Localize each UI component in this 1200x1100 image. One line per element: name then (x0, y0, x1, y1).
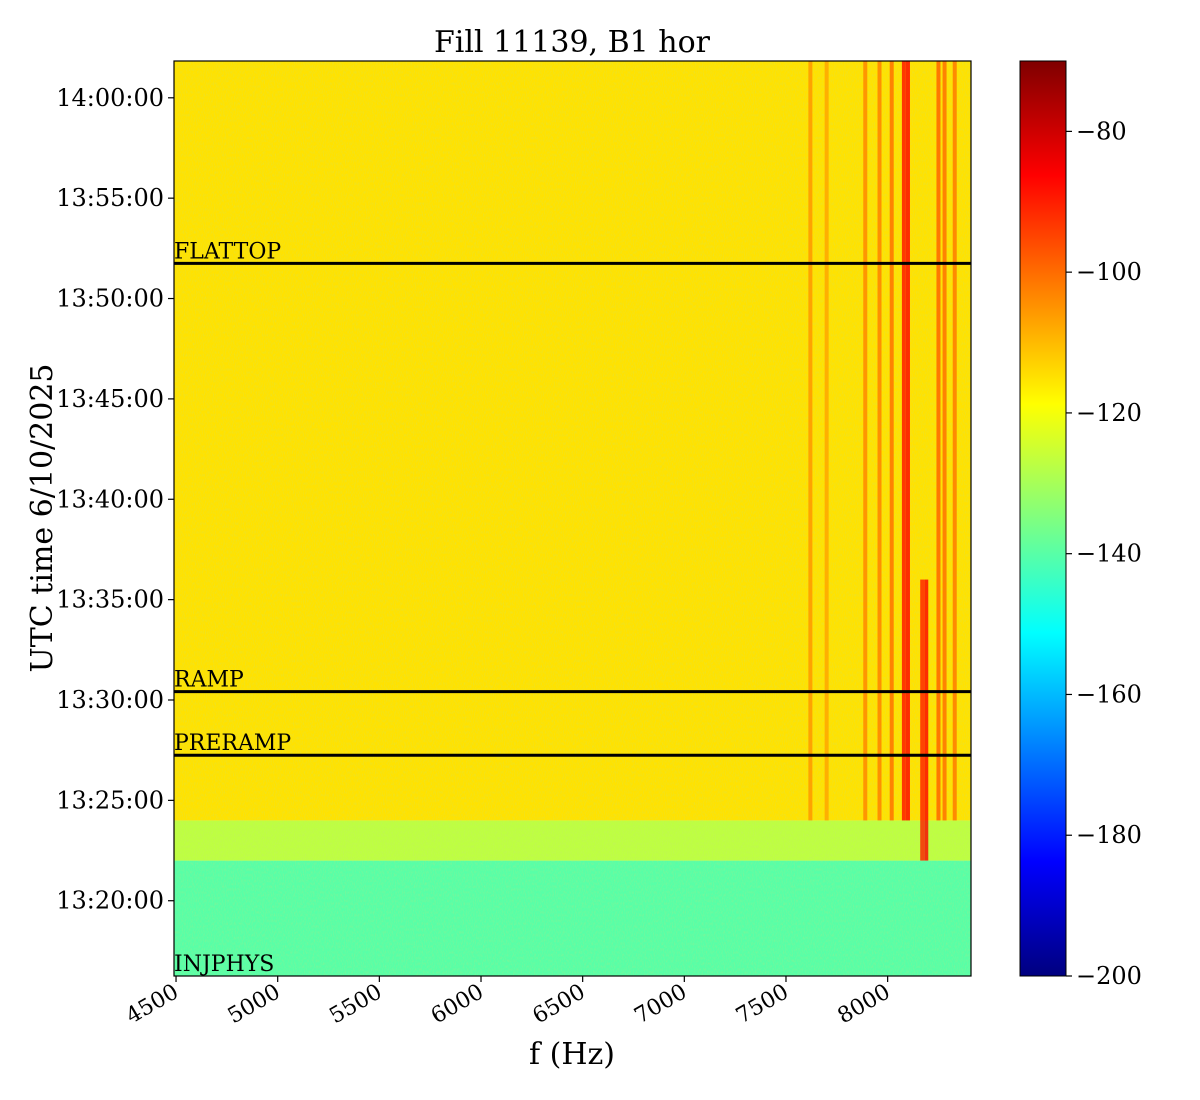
chart-title: Fill 11139, B1 hor (434, 25, 711, 60)
y-axis: 13:20:00 13:25:00 13:30:00 13:35:00 13:40:00… (56, 84, 174, 915)
x-tick-label-6500: 6500 (529, 980, 590, 1030)
x-axis-label: f (Hz) (529, 1037, 615, 1072)
spectral-lines (808, 61, 957, 861)
plot-area: FLATTOP RAMP PRERAMP INJPHYS (174, 61, 971, 977)
y-tick-label-135000: 13:50:00 (56, 285, 164, 313)
y-tick-label-135500: 13:55:00 (56, 184, 164, 212)
spectral-line-7 (920, 579, 925, 861)
x-tick-label-5000: 5000 (224, 980, 285, 1030)
spectral-line-8 (924, 579, 929, 861)
x-tick-label-5500: 5500 (325, 980, 386, 1030)
x-tick-label-8000: 8000 (834, 980, 895, 1030)
event-label-ramp: RAMP (174, 668, 244, 693)
spectral-line-10 (942, 61, 947, 821)
y-tick-label-134500: 13:45:00 (56, 385, 164, 413)
noise-texture (174, 61, 971, 976)
y-tick-label-134000: 13:40:00 (56, 485, 164, 513)
x-axis: 4500 5000 5500 6000 6500 7000 7500 8000 (122, 976, 895, 1029)
event-label-preramp: PRERAMP (174, 731, 291, 756)
spectral-line-0 (808, 61, 813, 821)
x-tick-label-7000: 7000 (630, 980, 691, 1030)
spectral-line-5 (901, 61, 906, 821)
spectral-line-1 (824, 61, 829, 821)
event-markers: FLATTOP RAMP PRERAMP INJPHYS (174, 239, 971, 977)
colorbar-tick-label-200: −200 (1076, 962, 1142, 990)
x-tick-label-7500: 7500 (732, 980, 793, 1030)
spectral-line-2 (863, 61, 868, 821)
y-axis-label: UTC time 6/10/2025 (25, 364, 60, 673)
y-tick-label-133000: 13:30:00 (56, 686, 164, 714)
spectral-line-9 (936, 61, 941, 821)
x-tick-label-4500: 4500 (122, 980, 183, 1030)
spectral-line-4 (889, 61, 894, 821)
colorbar-tick-label-160: −160 (1076, 680, 1142, 708)
colorbar-tick-label-140: −140 (1076, 540, 1142, 568)
spectral-line-3 (877, 61, 882, 821)
y-tick-label-132500: 13:25:00 (56, 786, 164, 814)
x-tick-label-6000: 6000 (427, 980, 488, 1030)
colorbar-tick-label-100: −100 (1076, 258, 1142, 286)
y-tick-label-132000: 13:20:00 (56, 887, 164, 915)
plot-frame (173, 60, 972, 977)
colorbar-tick-label-180: −180 (1076, 821, 1142, 849)
colorbar-ticks: −80 −100 −120 −140 −160 −180 −200 (1066, 117, 1142, 990)
colorbar-gradient (1019, 60, 1067, 977)
y-tick-label-140000: 14:00:00 (56, 84, 164, 112)
spectral-line-6 (905, 61, 910, 821)
event-label-flattop: FLATTOP (174, 239, 281, 264)
colorbar-tick-label-80: −80 (1076, 117, 1127, 145)
y-tick-label-133500: 13:35:00 (56, 586, 164, 614)
colorbar-tick-label-120: −120 (1076, 399, 1142, 427)
colorbar: −80 −100 −120 −140 −160 −180 −200 (1019, 60, 1142, 990)
spectral-line-11 (952, 61, 957, 821)
event-label-injphys: INJPHYS (174, 952, 274, 977)
